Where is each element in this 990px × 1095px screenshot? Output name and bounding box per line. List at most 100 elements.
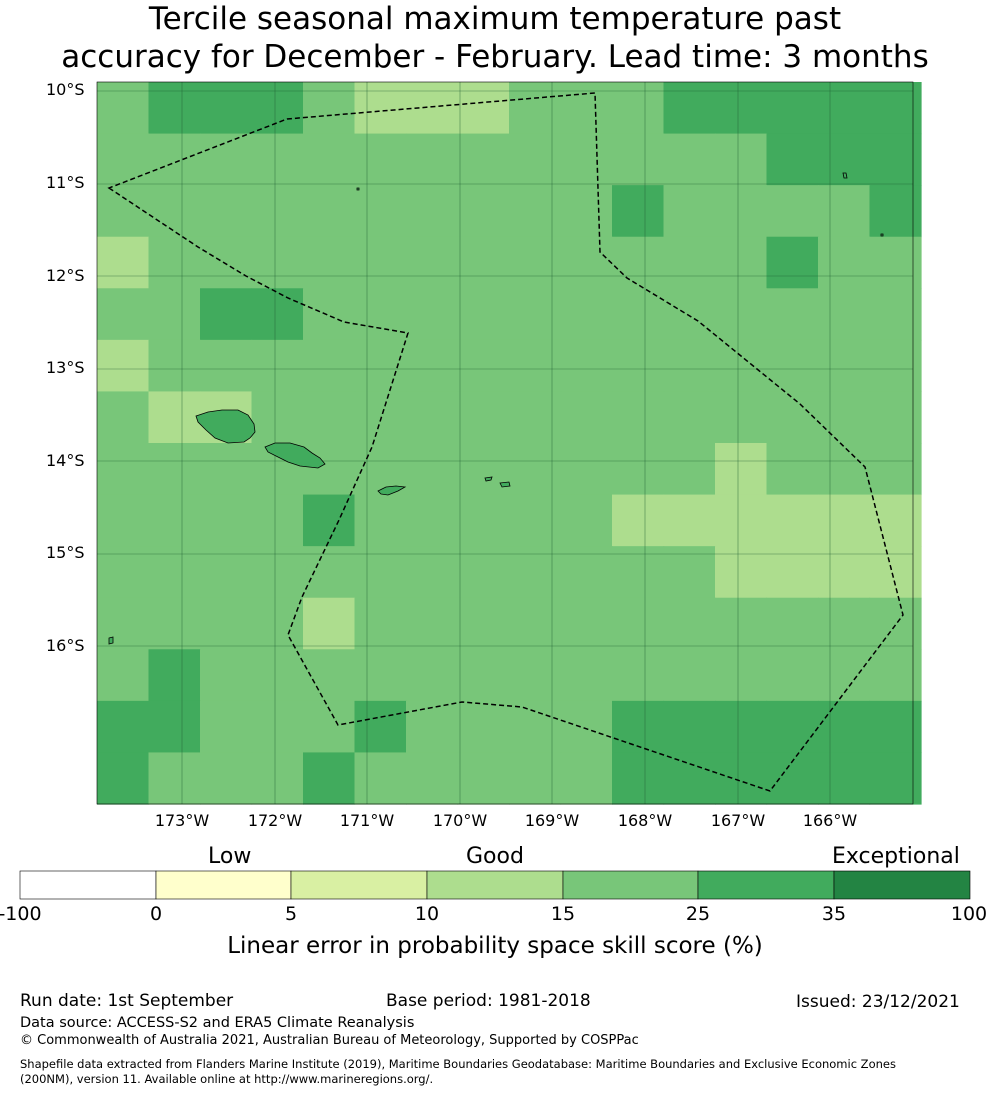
skill-cell xyxy=(612,443,665,496)
skill-cell xyxy=(869,82,922,135)
skill-cell xyxy=(354,649,407,702)
skill-cell xyxy=(97,288,150,341)
skill-cell xyxy=(406,288,459,341)
skill-cell xyxy=(509,700,562,754)
colorbar-segment xyxy=(562,870,699,900)
skill-cell xyxy=(354,236,407,289)
eez-boundary xyxy=(107,92,904,792)
skill-cell xyxy=(148,546,201,599)
skill-cell xyxy=(200,236,253,289)
skill-cell xyxy=(612,752,665,805)
skill-cell xyxy=(715,82,768,135)
skill-cell xyxy=(200,133,253,186)
skill-cell xyxy=(200,752,253,805)
skill-cell xyxy=(148,82,201,135)
island-tokelau-a xyxy=(842,172,848,179)
skill-cell xyxy=(251,649,304,702)
skill-cell xyxy=(303,649,356,702)
skill-cell xyxy=(869,700,922,754)
skill-cell xyxy=(148,752,201,805)
skill-cell xyxy=(663,597,716,650)
skill-cell xyxy=(148,236,201,289)
skill-cell xyxy=(251,546,304,599)
skill-cell xyxy=(97,185,150,238)
lon-label-172w: 172°W xyxy=(247,811,303,830)
lat-label-13s: 13°S xyxy=(46,358,85,377)
skill-cell xyxy=(715,494,768,547)
skill-cell xyxy=(766,546,819,599)
skill-cell xyxy=(509,494,562,547)
skill-cell xyxy=(457,133,510,186)
skill-cell xyxy=(148,185,201,238)
copyright: © Commonwealth of Australia 2021, Austra… xyxy=(20,1033,639,1048)
colorbar-segment xyxy=(426,870,564,900)
skill-cell xyxy=(303,597,356,650)
skill-cell xyxy=(869,339,922,393)
colorbar-segment xyxy=(290,870,428,900)
shapefile-credit-1: Shapefile data extracted from Flanders M… xyxy=(20,1057,896,1071)
skill-cell xyxy=(766,391,819,444)
skill-cell xyxy=(509,82,562,135)
skill-cell xyxy=(97,700,150,754)
skill-cell xyxy=(869,133,922,186)
skill-cell xyxy=(200,443,253,496)
skill-cell xyxy=(148,494,201,547)
skill-cell xyxy=(200,700,253,754)
skill-cell xyxy=(612,391,665,444)
skill-cell xyxy=(612,597,665,650)
skill-cell xyxy=(457,185,510,238)
skill-cell xyxy=(148,288,201,341)
skill-cell xyxy=(303,82,356,135)
colorbar-segment xyxy=(833,870,971,900)
lon-label-169w: 169°W xyxy=(524,811,580,830)
lat-label-14s: 14°S xyxy=(46,451,85,470)
skill-cell xyxy=(251,597,304,650)
skill-cell xyxy=(303,236,356,289)
skill-cell xyxy=(200,288,253,341)
skill-cell xyxy=(148,700,201,754)
skill-cell xyxy=(663,133,716,186)
skill-cell xyxy=(663,752,716,805)
colorbar-tick: 10 xyxy=(414,903,440,925)
skill-cell xyxy=(406,597,459,650)
skill-cell xyxy=(869,288,922,341)
skill-cell xyxy=(509,339,562,393)
skill-cell xyxy=(766,649,819,702)
skill-cell xyxy=(612,339,665,393)
map-frame xyxy=(96,81,914,805)
skill-cell xyxy=(818,546,871,599)
skill-cell xyxy=(663,443,716,496)
skill-cell xyxy=(303,494,356,547)
skill-cell xyxy=(97,391,150,444)
skill-cell xyxy=(354,494,407,547)
skill-cell xyxy=(612,700,665,754)
skill-cell xyxy=(612,546,665,599)
skill-cell xyxy=(560,443,613,496)
skill-cell xyxy=(303,391,356,444)
skill-cell xyxy=(354,700,407,754)
skill-cell xyxy=(560,339,613,393)
lat-label-16s: 16°S xyxy=(46,636,85,655)
skill-cell xyxy=(560,288,613,341)
skill-cell xyxy=(818,82,871,135)
skill-cell xyxy=(97,133,150,186)
skill-cell xyxy=(818,236,871,289)
skill-cell xyxy=(560,700,613,754)
skill-cell xyxy=(509,185,562,238)
skill-cell xyxy=(457,752,510,805)
island-tutuila xyxy=(377,485,407,496)
skill-cell xyxy=(715,597,768,650)
skill-cell xyxy=(251,288,304,341)
skill-cell xyxy=(663,288,716,341)
colorbar-segment xyxy=(697,870,835,900)
skill-cell xyxy=(406,649,459,702)
skill-cell xyxy=(715,339,768,393)
run-date: Run date: 1st September xyxy=(20,991,234,1011)
skill-cell xyxy=(612,185,665,238)
issued-date: Issued: 23/12/2021 xyxy=(796,992,960,1012)
map-title: Tercile seasonal maximum temperature pas… xyxy=(0,0,990,76)
skill-cell xyxy=(406,546,459,599)
base-period: Base period: 1981-2018 xyxy=(386,991,591,1011)
skill-cell xyxy=(354,546,407,599)
skill-cell xyxy=(766,339,819,393)
